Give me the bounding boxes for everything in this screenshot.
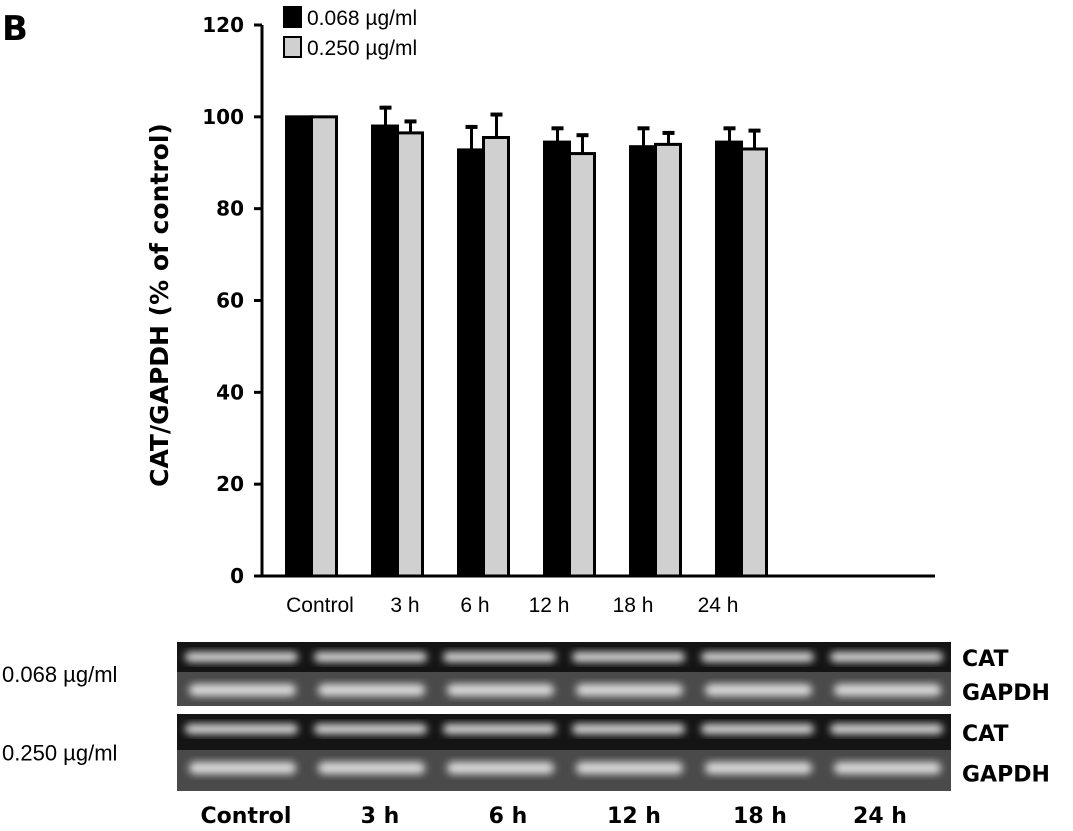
y-tick-label: 100 (202, 105, 244, 129)
panel-label: B (2, 9, 28, 49)
cat-band (572, 652, 685, 662)
gapdh-band (576, 762, 683, 774)
bar-low-dose (285, 115, 313, 578)
bar-low-dose (543, 140, 571, 578)
gapdh-band (447, 762, 554, 774)
blot-lane-label: 24 h (853, 804, 907, 829)
cat-band (572, 724, 685, 734)
x-tick-label: 12 h (529, 594, 570, 617)
x-tick-label: 18 h (613, 594, 654, 617)
blot-lane-label: 12 h (607, 804, 661, 829)
bar-low-dose (715, 140, 743, 578)
bar-low-dose (371, 124, 399, 578)
y-tick-label: 40 (216, 380, 244, 404)
gapdh-band (318, 762, 425, 774)
bar-high-dose (396, 131, 424, 578)
cat-band (443, 724, 556, 734)
blot-cat-strip (177, 714, 951, 750)
blot-gapdh-strip (177, 672, 951, 706)
bar-high-dose (482, 135, 510, 578)
blot-band-label-gapdh: GAPDH (962, 763, 1050, 788)
cat-band (185, 724, 298, 734)
x-tick-label: 3 h (390, 594, 419, 617)
y-tick-label: 20 (216, 472, 244, 496)
cat-band (185, 652, 298, 662)
blot-lane-label: 18 h (733, 804, 787, 829)
y-tick-label: 0 (230, 564, 244, 588)
x-tick-label: 24 h (698, 594, 739, 617)
x-tick-label: Control (286, 594, 354, 617)
cat-band (314, 724, 427, 734)
gapdh-band (705, 762, 812, 774)
gapdh-band (834, 684, 941, 696)
blot-band-label-cat: CAT (962, 722, 1008, 747)
cat-band (830, 724, 943, 734)
bar-low-dose (457, 148, 485, 578)
bar-high-dose (310, 115, 338, 578)
blot-lane-label: 3 h (361, 804, 400, 829)
blot-row-label: 0.068 µg/ml (2, 662, 117, 687)
blot-cat-strip (177, 642, 951, 672)
cat-band (443, 652, 556, 662)
gapdh-band (447, 684, 554, 696)
bar-high-dose (740, 147, 768, 578)
y-axis-title: CAT/GAPDH (% of control) (145, 123, 174, 487)
legend-label: 0.250 µg/ml (307, 37, 417, 60)
gapdh-band (834, 762, 941, 774)
y-tick-label: 60 (216, 289, 244, 313)
blot-band-label-cat: CAT (962, 647, 1008, 672)
gapdh-band (576, 684, 683, 696)
cat-band (314, 652, 427, 662)
x-tick-label: 6 h (460, 594, 489, 617)
blot-lane-label: 6 h (489, 804, 528, 829)
cat-band (830, 652, 943, 662)
bar-high-dose (654, 142, 682, 578)
blot-band-label-gapdh: GAPDH (962, 681, 1050, 706)
cat-band (701, 652, 814, 662)
y-tick-label: 120 (202, 13, 244, 37)
legend-swatch (283, 6, 302, 28)
legend-swatch (283, 36, 302, 58)
bar-low-dose (629, 145, 657, 578)
gapdh-band (705, 684, 812, 696)
blot-lane-label: Control (201, 804, 292, 829)
bar-high-dose (568, 152, 596, 578)
gapdh-band (189, 684, 296, 696)
y-tick-label: 80 (216, 197, 244, 221)
gapdh-band (189, 762, 296, 774)
legend-label: 0.068 µg/ml (307, 7, 417, 30)
blot-gapdh-strip (177, 750, 951, 791)
gapdh-band (318, 684, 425, 696)
blot-row-label: 0.250 µg/ml (2, 741, 117, 766)
cat-band (701, 724, 814, 734)
